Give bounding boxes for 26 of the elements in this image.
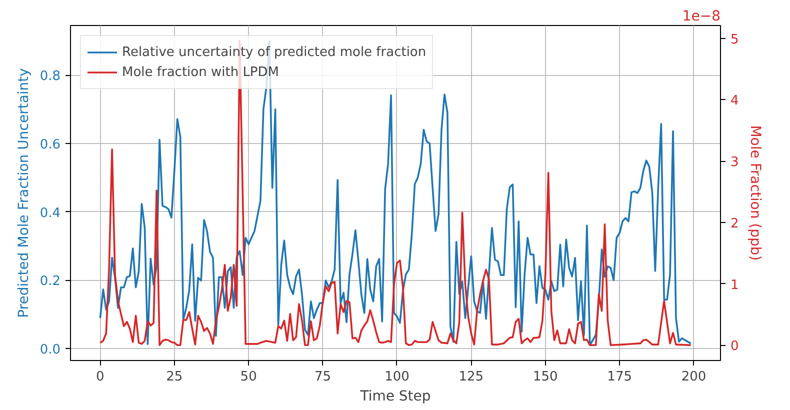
x-tick-label: 0 <box>96 370 104 384</box>
y-tick-label: 0.0 <box>40 342 61 358</box>
y2-tick-label: 2 <box>730 216 739 232</box>
x-tick-label: 175 <box>607 370 632 384</box>
text: 1e−8 <box>682 8 721 24</box>
y-axis-title: Predicted Mole Fraction Uncertainty <box>16 68 32 318</box>
x-tick-label: 125 <box>458 370 484 384</box>
x-tick-label: 25 <box>166 370 183 384</box>
y2-axis-title: Mole Fraction (ppb) <box>746 125 763 261</box>
y2-tick-label: 5 <box>730 32 739 48</box>
y2-tick-label: 1 <box>730 278 739 293</box>
x-tick-label: 200 <box>681 370 706 384</box>
y-tick-label: 0.4 <box>40 206 61 221</box>
y-tick-label: 0.6 <box>40 137 61 152</box>
x-axis-title: Time Step <box>359 388 431 404</box>
x-tick-label: 50 <box>240 370 257 384</box>
y-tick-label: 0.2 <box>40 274 61 290</box>
x-tick-label: 150 <box>532 370 558 384</box>
y2-tick-label: 0 <box>730 339 739 354</box>
y-tick-label: 0.8 <box>40 69 61 84</box>
x-tick-label: 100 <box>384 370 410 384</box>
legend-label: Relative uncertainty of predicted mole fraction <box>122 44 426 60</box>
x-tick-label: 75 <box>314 370 332 384</box>
legend-label: Mole fraction with LPDM <box>122 64 280 80</box>
y2-tick-label: 3 <box>730 155 739 170</box>
y2-tick-label: 4 <box>730 94 739 109</box>
